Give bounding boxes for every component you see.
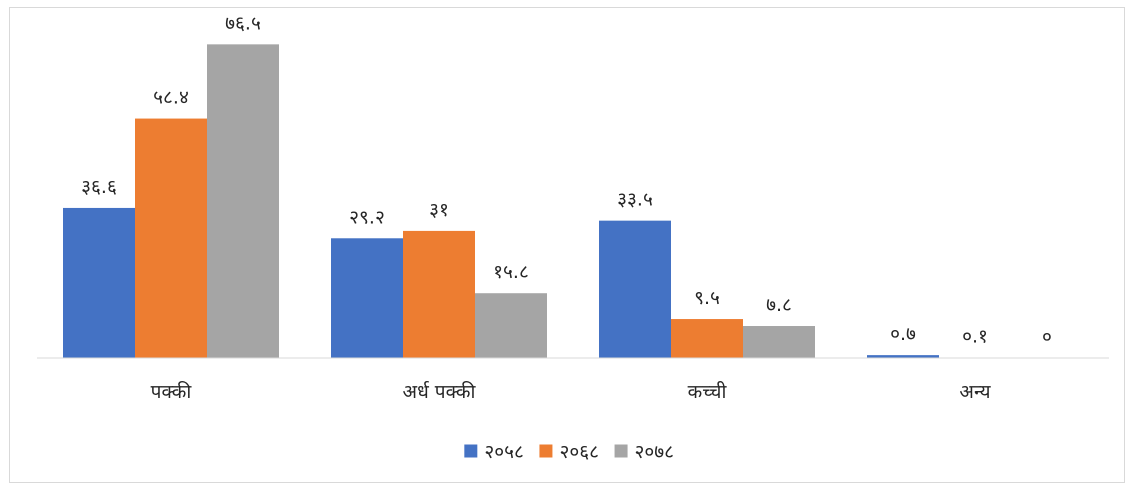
category-labels-group: पक्की अर्ध पक्की कच्ची अन्य	[151, 380, 992, 403]
legend-swatch-3	[614, 444, 628, 458]
data-label-4-3: ०	[1042, 326, 1052, 348]
data-label-4-2: ०.१	[962, 326, 988, 348]
legend-label-2: २०६८	[559, 441, 599, 463]
data-label-2-2: ३१	[429, 199, 449, 221]
legend-swatch-1	[464, 444, 478, 458]
bar-2-3	[475, 293, 547, 358]
bar-3-3	[743, 326, 815, 358]
legend-swatch-2	[539, 444, 553, 458]
bar-1-1	[63, 207, 135, 358]
data-label-3-1: ३३.५	[617, 189, 653, 211]
data-label-2-3: १५.८	[493, 261, 529, 283]
bar-2-2	[403, 230, 475, 358]
data-labels-group: ३६.६ ५८.४ ७६.५ २९.२ ३१ १५.८ ३३.५ ९.५ ७.८ ०.७ ०.१ ०	[81, 12, 1052, 348]
category-label-3: कच्ची	[688, 380, 728, 403]
bar-2-1	[331, 238, 403, 358]
data-label-1-1: ३६.६	[81, 176, 117, 198]
data-label-3-2: ९.५	[694, 287, 720, 309]
bar-4-1	[867, 355, 939, 358]
data-label-1-3: ७६.५	[225, 12, 261, 34]
bar-3-2	[671, 319, 743, 358]
bars-group	[63, 44, 1011, 358]
bar-3-1	[599, 220, 671, 358]
legend-label-3: २०७८	[635, 441, 675, 463]
bar-1-3	[207, 44, 279, 358]
category-label-4: अन्य	[959, 381, 991, 403]
data-label-2-1: २९.२	[349, 206, 385, 228]
data-label-4-1: ०.७	[890, 323, 916, 345]
legend: २०५८ २०६८ २०७८	[464, 441, 674, 463]
category-label-1: पक्की	[151, 380, 193, 403]
bar-1-2	[135, 118, 207, 358]
legend-label-1: २०५८	[484, 441, 524, 463]
data-label-1-2: ५८.४	[153, 87, 189, 109]
data-label-3-3: ७.८	[766, 294, 792, 316]
category-label-2: अर्ध पक्की	[403, 380, 477, 403]
